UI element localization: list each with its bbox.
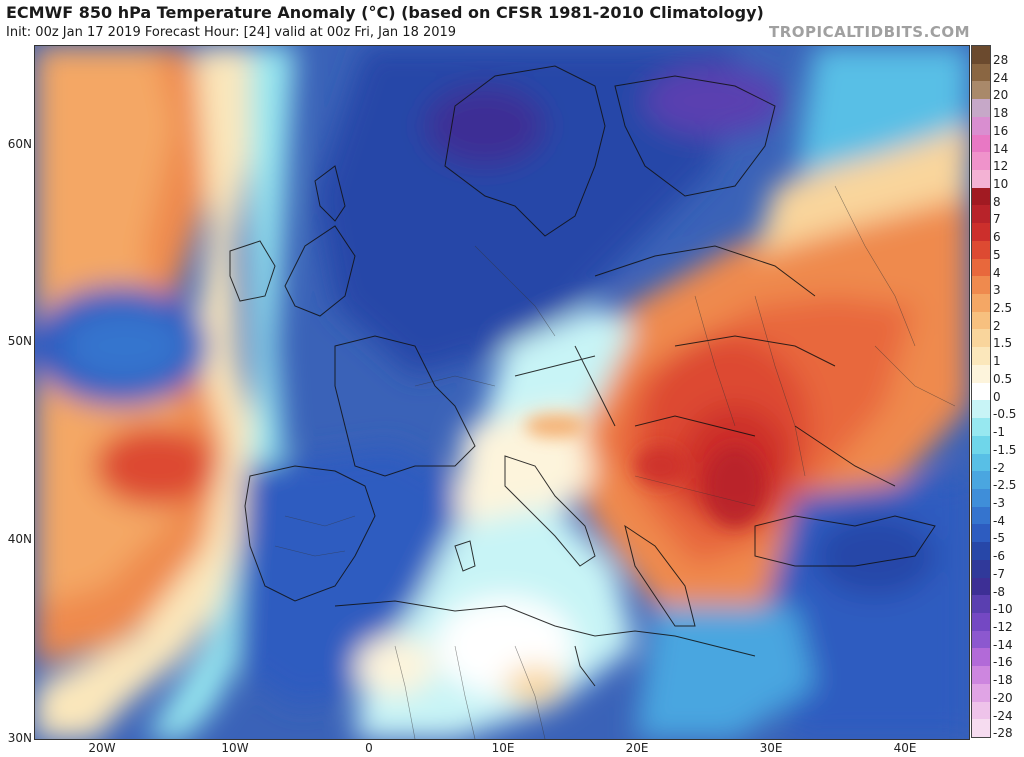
colorbar-cell — [972, 435, 990, 454]
colorbar-label: -20 — [993, 690, 1013, 705]
colorbar-label: -5 — [993, 531, 1005, 546]
colorbar-label: -7 — [993, 566, 1005, 581]
lon-label-20w: 20W — [88, 741, 116, 755]
colorbar-cell — [972, 559, 990, 578]
colorbar-cell — [972, 276, 990, 295]
lat-label-60n: 60N — [7, 137, 32, 151]
colorbar-cell — [972, 542, 990, 561]
lon-label-20e: 20E — [625, 741, 649, 755]
colorbar-label: -10 — [993, 602, 1013, 617]
colorbar-cell — [972, 134, 990, 153]
anomaly-map — [34, 45, 970, 740]
colorbar-label: -2 — [993, 460, 1005, 475]
colorbar-label: 0.5 — [993, 371, 1013, 386]
colorbar-label: -14 — [993, 637, 1013, 652]
colorbar-label: 1 — [993, 354, 1001, 369]
lat-label-50n: 50N — [7, 334, 32, 348]
lon-label-40e: 40E — [893, 741, 917, 755]
lon-label-10e: 10E — [491, 741, 515, 755]
colorbar-cell — [972, 666, 990, 685]
colorbar-cell — [972, 240, 990, 259]
colorbar-label: -24 — [993, 708, 1013, 723]
colorbar-cell — [972, 205, 990, 224]
colorbar-label: 12 — [993, 159, 1009, 174]
colorbar-cell — [972, 170, 990, 189]
colorbar-cell — [972, 81, 990, 100]
colorbar-label: 2 — [993, 318, 1001, 333]
colorbar-cell — [972, 471, 990, 490]
colorbar-cell — [972, 506, 990, 525]
colorbar-cell — [972, 347, 990, 366]
colorbar-cell — [972, 648, 990, 667]
colorbar-label: 10 — [993, 177, 1009, 192]
colorbar-label: 8 — [993, 194, 1001, 209]
lon-label-30e: 30E — [759, 741, 783, 755]
lat-label-30n: 30N — [7, 731, 32, 745]
colorbar-label: -1.5 — [993, 442, 1017, 457]
colorbar-cell — [972, 577, 990, 596]
colorbar-label: -1 — [993, 425, 1005, 440]
colorbar-label: -3 — [993, 495, 1005, 510]
colorbar-label: 6 — [993, 230, 1001, 245]
colorbar-cell — [972, 719, 990, 738]
colorbar-label: 0 — [993, 389, 1001, 404]
colorbar-label: 1.5 — [993, 336, 1013, 351]
colorbar-label: -2.5 — [993, 478, 1017, 493]
anomaly-map-canvas — [35, 46, 969, 739]
colorbar-label: -28 — [993, 726, 1013, 741]
colorbar-cell — [972, 223, 990, 242]
colorbar-label: 28 — [993, 53, 1009, 67]
colorbar-cell — [972, 683, 990, 702]
colorbar-cell — [972, 701, 990, 720]
colorbar-label: -4 — [993, 513, 1005, 528]
colorbar-cell — [972, 258, 990, 277]
colorbar-cell — [972, 364, 990, 383]
colorbar-cell — [972, 99, 990, 118]
colorbar-cell — [972, 46, 990, 64]
colorbar-cell — [972, 453, 990, 472]
colorbar-label: -0.5 — [993, 407, 1017, 422]
colorbar-cell — [972, 630, 990, 649]
colorbar-cell — [972, 382, 990, 401]
lon-label-0: 0 — [365, 741, 373, 755]
brand-watermark: TROPICALTIDBITS.COM — [769, 23, 970, 41]
colorbar-label: 20 — [993, 88, 1009, 103]
colorbar-label: -18 — [993, 673, 1013, 688]
colorbar-cell — [972, 418, 990, 437]
colorbar-cell — [972, 329, 990, 348]
forecast-info: Init: 00z Jan 17 2019 Forecast Hour: [24… — [6, 25, 457, 40]
colorbar-label: 24 — [993, 70, 1009, 85]
colorbar-cell — [972, 488, 990, 507]
colorbar-label: 14 — [993, 141, 1009, 156]
colorbar-label: 3 — [993, 283, 1001, 298]
colorbar-cell — [972, 595, 990, 614]
colorbar-label: -6 — [993, 549, 1005, 564]
colorbar-label: 18 — [993, 106, 1009, 121]
colorbar — [971, 45, 991, 738]
colorbar-cell — [972, 294, 990, 313]
lat-label-40n: 40N — [7, 532, 32, 546]
colorbar-label: 2.5 — [993, 301, 1013, 316]
colorbar-label: 7 — [993, 212, 1001, 227]
colorbar-cell — [972, 400, 990, 419]
colorbar-cell — [972, 116, 990, 135]
colorbar-label: -12 — [993, 619, 1013, 634]
colorbar-cell — [972, 187, 990, 206]
colorbar-label: -8 — [993, 584, 1005, 599]
colorbar-label: 5 — [993, 247, 1001, 262]
lon-label-10w: 10W — [221, 741, 249, 755]
colorbar-label: -16 — [993, 655, 1013, 670]
colorbar-cell — [972, 311, 990, 330]
colorbar-cell — [972, 63, 990, 82]
colorbar-cell — [972, 524, 990, 543]
colorbar-cell — [972, 612, 990, 631]
map-title: ECMWF 850 hPa Temperature Anomaly (°C) (… — [6, 3, 764, 22]
colorbar-label: 4 — [993, 265, 1001, 280]
colorbar-label: 16 — [993, 123, 1009, 138]
colorbar-cell — [972, 152, 990, 171]
